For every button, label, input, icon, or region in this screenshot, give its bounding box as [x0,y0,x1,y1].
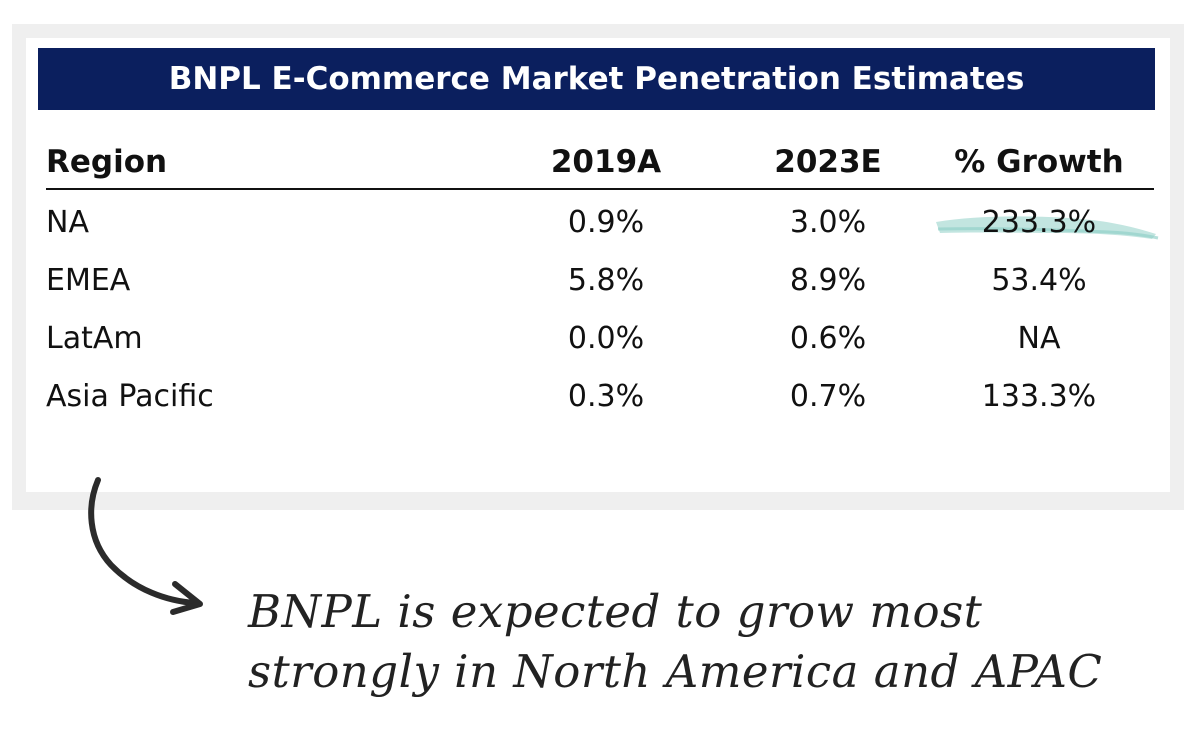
value-2019a-cell: 5.8% [567,263,645,298]
value-2019a-cell: 0.0% [567,321,645,356]
value-2023e-cell: 3.0% [789,205,867,240]
region-cell: LatAm [46,321,143,356]
table-title: BNPL E-Commerce Market Penetration Estim… [38,48,1155,110]
region-cell: EMEA [46,263,131,298]
table-row: NA 0.9% 3.0% 233.3% [46,194,1154,252]
value-2023e-cell: 0.7% [789,379,867,414]
annotation-line-1: BNPL is expected to grow most [248,585,983,638]
region-cell: Asia Pacific [46,379,214,414]
value-2023e-cell: 0.6% [789,321,867,356]
growth-cell: 233.3% [981,205,1097,240]
growth-cell: 53.4% [991,263,1087,298]
table-row: EMEA 5.8% 8.9% 53.4% [46,252,1154,310]
region-cell: NA [46,205,89,240]
header-2019a: 2019A [550,144,662,180]
growth-cell: 133.3% [981,379,1097,414]
annotation-note: BNPL is expected to grow most strongly i… [248,582,1103,702]
header-growth: % Growth [954,144,1124,180]
table-header-row: Region 2019A 2023E % Growth [46,136,1154,190]
table-row: LatAm 0.0% 0.6% NA [46,310,1154,368]
growth-cell: NA [1017,321,1061,356]
table-row: Asia Pacific 0.3% 0.7% 133.3% [46,368,1154,426]
value-2019a-cell: 0.9% [567,205,645,240]
table-card [26,38,1170,492]
value-2019a-cell: 0.3% [567,379,645,414]
header-2023e: 2023E [774,144,882,180]
annotation-line-2: strongly in North America and APAC [248,645,1103,698]
header-region: Region [46,144,168,180]
value-2023e-cell: 8.9% [789,263,867,298]
curved-arrow-icon [88,477,203,615]
